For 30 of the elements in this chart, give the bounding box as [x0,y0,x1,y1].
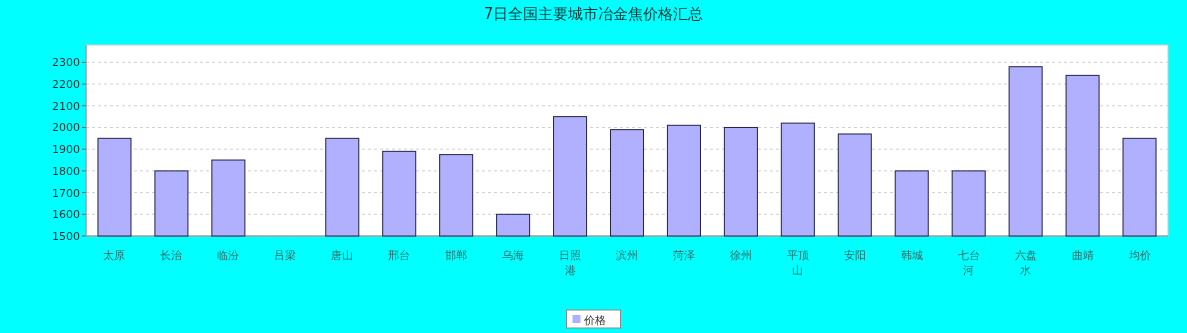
x-tick-label: 平顶山 [786,249,809,277]
y-tick-label: 1800 [52,164,80,178]
x-tick-label: 均价 [1127,249,1151,262]
x-tick-label: 七台河 [957,249,980,277]
x-tick-label: 徐州 [729,249,752,262]
x-tick-label: 韩城 [900,249,923,262]
x-tick-label: 曲靖 [1071,249,1094,262]
y-tick-label: 2100 [52,99,80,113]
y-tick-label: 1900 [52,143,80,157]
x-tick-label: 唐山 [331,249,354,262]
x-tick-label: 太原 [103,249,126,262]
chart-title: 7日全国主要城市冶金焦价格汇总 [483,5,704,23]
x-tick-label: 长治 [160,249,183,262]
x-tick-label: 安阳 [843,249,866,262]
x-tick-label: 临汾 [217,249,240,262]
y-tick-label: 2000 [52,121,80,135]
x-tick-label: 日照港 [559,249,582,277]
x-tick-label: 菏泽 [672,249,695,262]
x-tick-label: 吕梁 [274,249,297,262]
legend-label: 价格 [582,314,606,327]
y-tick-label: 1600 [52,208,80,222]
x-tick-label: 乌海 [502,249,525,262]
x-tick-label: 六盘水 [1014,249,1037,277]
y-tick-label: 2300 [52,56,80,70]
x-tick-label: 邢台 [388,249,411,262]
y-tick-label: 2200 [52,78,80,92]
y-tick-label: 1500 [52,230,80,243]
x-tick-label: 滨州 [616,249,638,262]
y-tick-label: 1700 [52,186,80,200]
x-tick-label: 邯郸 [445,249,468,262]
